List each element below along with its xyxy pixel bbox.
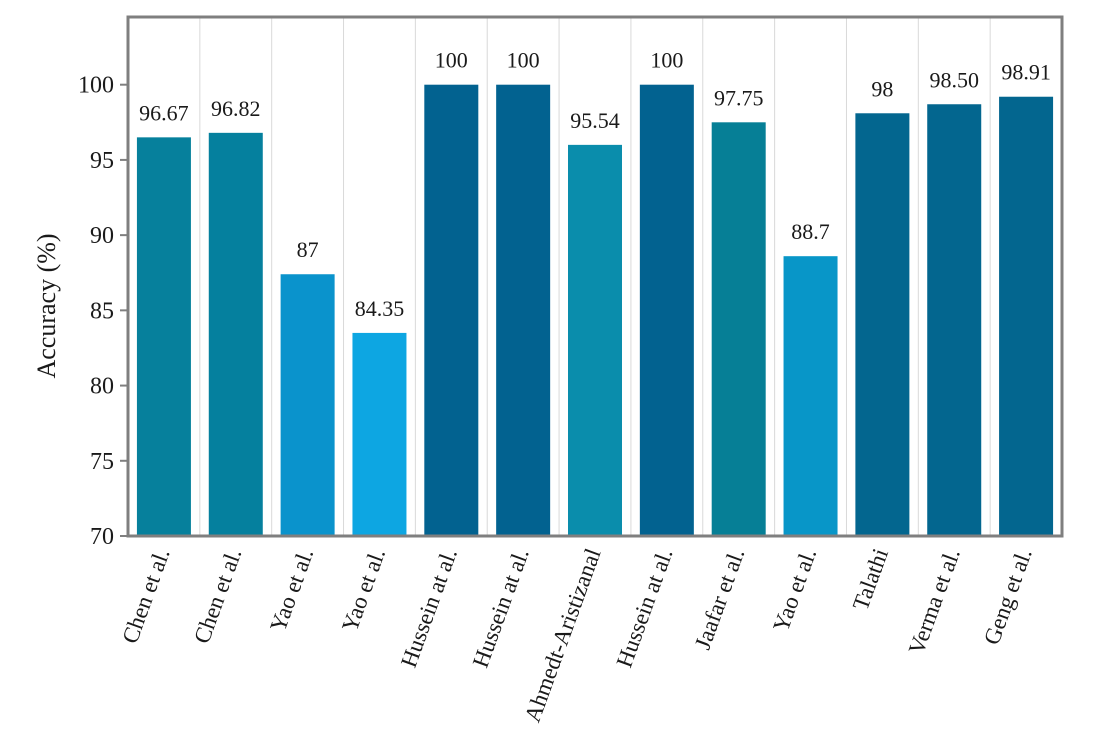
bar	[711, 122, 766, 536]
data-label: 87	[297, 237, 319, 262]
category-label: Hussein at al.	[468, 545, 534, 671]
y-axis-title: Accuracy (%)	[32, 233, 61, 378]
data-label: 100	[435, 48, 468, 73]
category-label: Hussein at al.	[611, 545, 677, 671]
y-tick-label: 75	[90, 449, 114, 475]
y-tick-label: 95	[90, 148, 114, 174]
bar	[783, 256, 838, 536]
category-label: Ahmedt-Aristizanal	[520, 545, 606, 725]
category-label: Talathi	[848, 545, 893, 613]
data-label: 100	[650, 48, 683, 73]
category-label: Geng et al.	[979, 545, 1037, 648]
bars-layer	[136, 84, 1054, 537]
data-label: 97.75	[714, 85, 764, 110]
grid-layer	[199, 17, 991, 536]
y-tick-label: 80	[90, 374, 114, 400]
y-tick-label: 100	[78, 73, 114, 99]
y-tick-label: 85	[90, 298, 114, 324]
data-label: 84.35	[355, 296, 405, 321]
category-label: Verma et al.	[904, 545, 965, 657]
bar	[855, 113, 910, 536]
data-label: 96.82	[211, 96, 261, 121]
category-label: Chen et al.	[189, 545, 246, 647]
category-label: Yao et al.	[337, 545, 390, 635]
bar	[424, 84, 479, 537]
category-label: Yao et al.	[768, 545, 821, 635]
data-label: 95.54	[570, 108, 620, 133]
data-label: 98.91	[1001, 60, 1051, 85]
category-label: Hussein at al.	[396, 545, 462, 671]
y-tick-label: 90	[90, 223, 114, 249]
y-tick-label: 70	[90, 524, 114, 550]
bar	[927, 104, 982, 537]
bar	[136, 137, 191, 536]
bar	[999, 96, 1054, 536]
bar	[568, 144, 622, 536]
data-label: 100	[507, 48, 540, 73]
category-label: Jaafar et al.	[690, 545, 750, 653]
category-label: Chen et al.	[117, 545, 174, 647]
plot-frame	[126, 15, 1064, 538]
bar	[208, 132, 263, 536]
axes-layer	[120, 15, 1064, 538]
bar	[496, 84, 551, 537]
data-label: 98	[871, 76, 893, 101]
bar	[352, 332, 407, 536]
data-label: 96.67	[139, 100, 189, 125]
bar	[280, 274, 335, 536]
bar	[639, 84, 694, 537]
data-label: 88.7	[791, 219, 830, 244]
data-label: 98.50	[929, 67, 979, 92]
category-label: Yao et al.	[265, 545, 318, 635]
